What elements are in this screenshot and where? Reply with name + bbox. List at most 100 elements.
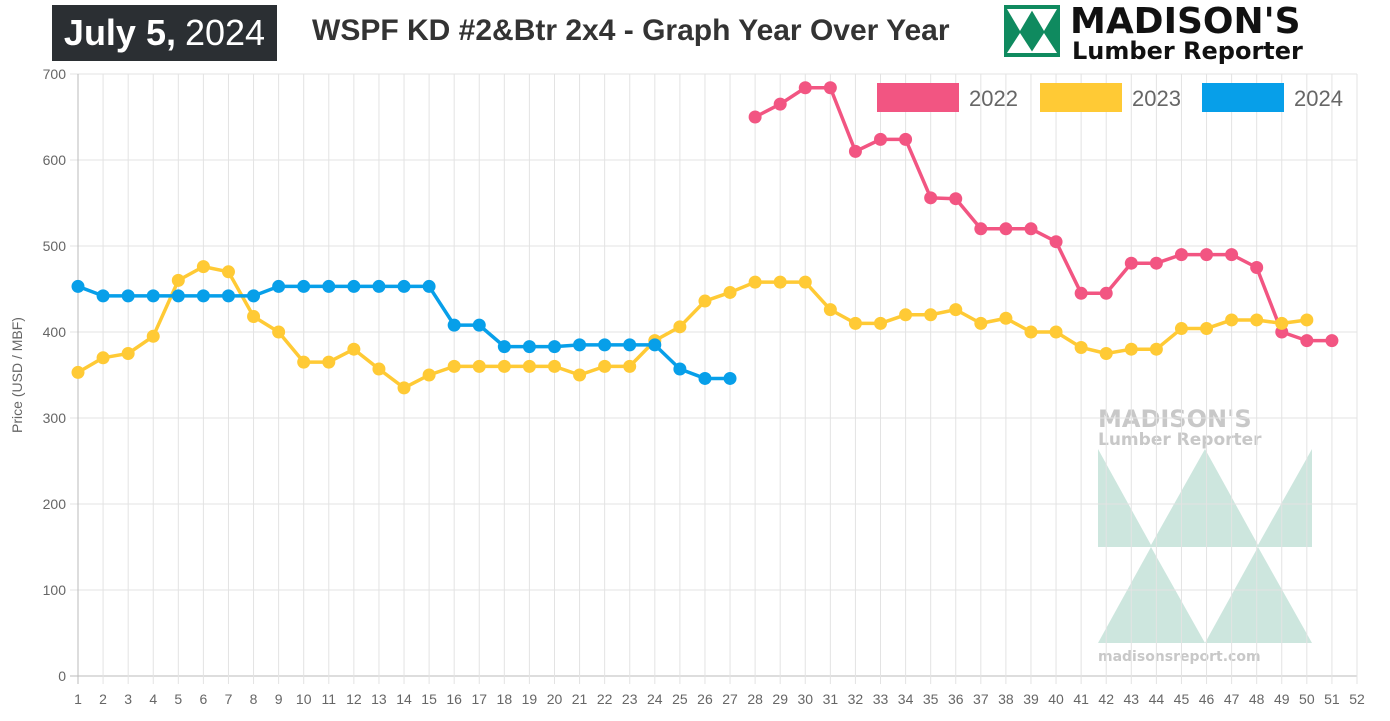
data-point-2023 — [999, 311, 1013, 325]
data-point-2022 — [899, 132, 913, 146]
data-point-2024 — [322, 279, 336, 293]
data-point-2023 — [1049, 325, 1063, 339]
data-point-2023 — [1024, 325, 1038, 339]
x-tick-label: 15 — [421, 691, 437, 707]
x-tick-label: 32 — [848, 691, 864, 707]
legend-swatch-2023 — [1040, 83, 1122, 112]
x-tick-label: 27 — [722, 691, 738, 707]
y-tick-label: 300 — [43, 410, 67, 426]
data-point-2022 — [748, 110, 762, 124]
x-tick-label: 34 — [898, 691, 914, 707]
y-tick-label: 700 — [43, 66, 67, 82]
data-point-2023 — [1074, 340, 1088, 354]
data-point-2022 — [1325, 334, 1339, 348]
y-tick-label: 200 — [43, 496, 67, 512]
data-point-2022 — [1049, 235, 1063, 249]
y-tick-label: 100 — [43, 582, 67, 598]
x-tick-label: 46 — [1199, 691, 1215, 707]
x-tick-label: 10 — [296, 691, 312, 707]
data-point-2023 — [247, 310, 261, 324]
x-tick-label: 8 — [250, 691, 258, 707]
data-point-2023 — [899, 308, 913, 322]
x-tick-label: 16 — [446, 691, 462, 707]
data-point-2024 — [347, 279, 361, 293]
data-point-2023 — [949, 303, 963, 317]
data-point-2023 — [924, 308, 938, 322]
x-tick-label: 41 — [1073, 691, 1089, 707]
data-point-2023 — [773, 275, 787, 289]
data-point-2023 — [547, 359, 561, 373]
data-point-2023 — [196, 260, 210, 274]
data-point-2023 — [874, 316, 888, 330]
data-point-2023 — [573, 368, 587, 382]
data-point-2023 — [1300, 313, 1314, 327]
legend-swatch-2024 — [1202, 83, 1284, 112]
data-point-2022 — [1024, 222, 1038, 236]
data-point-2022 — [974, 222, 988, 236]
x-tick-label: 37 — [973, 691, 989, 707]
logo-subtitle: Lumber Reporter — [1072, 37, 1303, 65]
x-tick-label: 51 — [1324, 691, 1340, 707]
x-tick-label: 29 — [772, 691, 788, 707]
watermark-url: madisonsreport.com — [1098, 649, 1261, 665]
data-point-2024 — [472, 318, 486, 332]
data-point-2024 — [698, 371, 712, 385]
x-tick-label: 28 — [747, 691, 763, 707]
data-point-2022 — [949, 192, 963, 206]
data-point-2022 — [823, 81, 837, 95]
x-tick-label: 18 — [497, 691, 513, 707]
x-tick-label: 36 — [948, 691, 964, 707]
data-point-2022 — [1149, 256, 1163, 270]
x-tick-label: 52 — [1349, 691, 1365, 707]
data-point-2023 — [974, 316, 988, 330]
data-point-2023 — [798, 275, 812, 289]
x-tick-label: 12 — [346, 691, 362, 707]
x-tick-label: 23 — [622, 691, 638, 707]
data-point-2022 — [1225, 248, 1239, 262]
data-point-2022 — [874, 132, 888, 146]
x-tick-label: 5 — [174, 691, 182, 707]
data-point-2023 — [673, 320, 687, 334]
watermark-triangle — [1098, 547, 1205, 643]
x-tick-label: 19 — [522, 691, 538, 707]
data-point-2023 — [1149, 342, 1163, 356]
x-tick-label: 45 — [1174, 691, 1190, 707]
data-point-2024 — [272, 279, 286, 293]
data-point-2024 — [146, 289, 160, 303]
data-point-2023 — [1225, 313, 1239, 327]
data-point-2022 — [848, 144, 862, 158]
data-point-2022 — [1250, 261, 1264, 274]
y-tick-label: 500 — [43, 238, 67, 254]
data-point-2024 — [673, 362, 687, 376]
data-point-2024 — [71, 279, 85, 293]
watermark-subtitle: Lumber Reporter — [1098, 430, 1262, 450]
x-tick-label: 39 — [1023, 691, 1039, 707]
data-point-2022 — [924, 191, 938, 205]
x-tick-label: 26 — [697, 691, 713, 707]
data-point-2023 — [171, 273, 185, 287]
date-month-day: July 5, — [63, 12, 176, 53]
data-point-2023 — [71, 365, 85, 379]
data-point-2022 — [1200, 248, 1214, 262]
x-tick-label: 40 — [1048, 691, 1064, 707]
x-tick-label: 4 — [149, 691, 157, 707]
data-point-2023 — [1250, 313, 1264, 327]
x-tick-label: 21 — [572, 691, 588, 707]
x-tick-label: 30 — [797, 691, 813, 707]
x-tick-label: 1 — [74, 691, 82, 707]
data-point-2023 — [698, 294, 712, 308]
data-point-2024 — [648, 338, 662, 352]
data-point-2023 — [472, 359, 486, 373]
watermark-name: MADISON'S — [1098, 405, 1252, 433]
data-point-2023 — [848, 316, 862, 330]
data-point-2024 — [171, 289, 185, 303]
data-point-2022 — [798, 81, 812, 95]
x-tick-label: 38 — [998, 691, 1014, 707]
x-tick-label: 48 — [1249, 691, 1265, 707]
y-axis-label: Price (USD / MBF) — [9, 317, 25, 433]
x-tick-label: 50 — [1299, 691, 1315, 707]
x-tick-label: 44 — [1149, 691, 1165, 707]
data-point-2024 — [573, 338, 587, 352]
data-point-2022 — [1300, 334, 1314, 348]
madisons-logo-icon — [1004, 5, 1060, 57]
